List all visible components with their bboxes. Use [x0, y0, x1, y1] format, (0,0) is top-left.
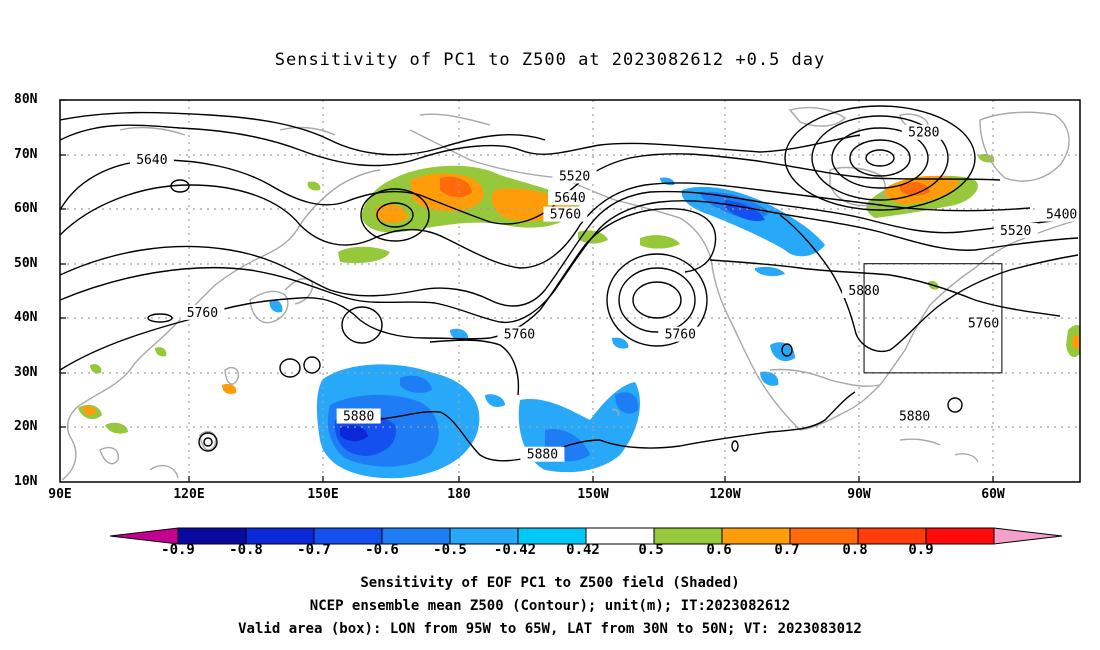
contour-label: 5760	[665, 328, 696, 343]
x-tick-label: 150W	[577, 487, 609, 502]
contour-label-bg	[180, 304, 225, 320]
colorbar-label: 0.6	[706, 542, 732, 558]
x-tick-label: 60W	[981, 487, 1005, 502]
contour-label: 5640	[554, 191, 585, 206]
contour-label: 5760	[550, 208, 581, 223]
x-tick-label: 180	[447, 487, 471, 502]
x-tick-label: 120W	[709, 487, 741, 502]
contour-label-bg	[1039, 206, 1084, 222]
contour-label-bg	[892, 408, 937, 424]
map-title: Sensitivity of PC1 to Z500 at 2023082612…	[274, 50, 826, 70]
tick-marks	[60, 99, 994, 482]
colorbar-arrow-high	[993, 527, 1063, 545]
y-tick-label: 80N	[14, 92, 38, 107]
contour-label-bg	[129, 152, 174, 168]
contour-label-bg	[961, 315, 1006, 331]
x-tick-label: 120E	[173, 487, 205, 502]
sensitivity-shading	[78, 153, 1080, 479]
contour-label-bg	[548, 190, 592, 206]
colorbar-label: 0.7	[774, 542, 800, 558]
y-tick-label: 40N	[14, 310, 38, 325]
colorbar-label: -0.9	[161, 542, 195, 558]
valid-area-box	[863, 263, 1003, 374]
contour-label: 5760	[187, 306, 218, 321]
contour-label-bg	[520, 446, 565, 462]
colorbar-label: -0.42	[493, 542, 537, 558]
colorbar-segment	[925, 527, 995, 545]
colorbar-label: -0.5	[433, 542, 467, 558]
contour-label-bg	[552, 168, 597, 184]
contour-label-bg	[336, 408, 381, 424]
y-tick-label: 60N	[14, 201, 38, 216]
colorbar-label: -0.6	[365, 542, 399, 558]
y-tick-label: 20N	[14, 419, 38, 434]
y-tick-label: 30N	[14, 365, 38, 380]
positive-shading-north-pacific	[307, 165, 680, 264]
contour-label: 5520	[1000, 224, 1031, 239]
contour-label-bg	[993, 222, 1038, 238]
contour-label: 5760	[504, 328, 535, 343]
colorbar	[109, 527, 1063, 545]
plot-frame	[59, 99, 1081, 483]
contour-label: 5880	[899, 410, 930, 425]
contour-label: 5280	[908, 126, 939, 141]
colorbar-label: -0.8	[229, 542, 263, 558]
z500-contours	[60, 105, 1079, 462]
contour-labels: 5640 5520 5640 5760 5280 5400 5520 5760 5760 5760…	[129, 124, 1084, 463]
contour-label: 5760	[968, 317, 999, 332]
x-tick-label: 90E	[48, 487, 72, 502]
contour-label: 5400	[1046, 208, 1077, 223]
contour-label-bg	[658, 326, 703, 342]
contour-label-bg	[901, 124, 946, 140]
caption-contour: NCEP ensemble mean Z500 (Contour); unit(…	[309, 598, 791, 614]
colorbar-label: 0.9	[908, 542, 934, 558]
colorbar-label: 0.8	[842, 542, 868, 558]
negative-shading-subtropics	[269, 299, 795, 479]
contour-label: 5520	[559, 169, 590, 184]
caption-shading: Sensitivity of EOF PC1 to Z500 field (Sh…	[360, 575, 740, 591]
y-tick-label: 70N	[14, 147, 38, 162]
contour-label: 5640	[136, 153, 167, 168]
y-tick-label: 50N	[14, 256, 38, 271]
caption-valid-area: Valid area (box): LON from 95W to 65W, L…	[238, 621, 862, 637]
contour-label-bg	[543, 206, 588, 222]
x-tick-label: 150E	[307, 487, 339, 502]
x-tick-label: 90W	[847, 487, 871, 502]
positive-shading-east-asia	[78, 280, 939, 434]
contour-label-bg	[497, 326, 542, 342]
colorbar-label: -0.7	[297, 542, 331, 558]
contour-label: 5880	[343, 410, 374, 425]
colorbar-label: 0.5	[638, 542, 664, 558]
contour-label: 5880	[527, 448, 558, 463]
y-tick-label: 10N	[14, 474, 38, 489]
colorbar-label: 0.42	[566, 542, 600, 558]
